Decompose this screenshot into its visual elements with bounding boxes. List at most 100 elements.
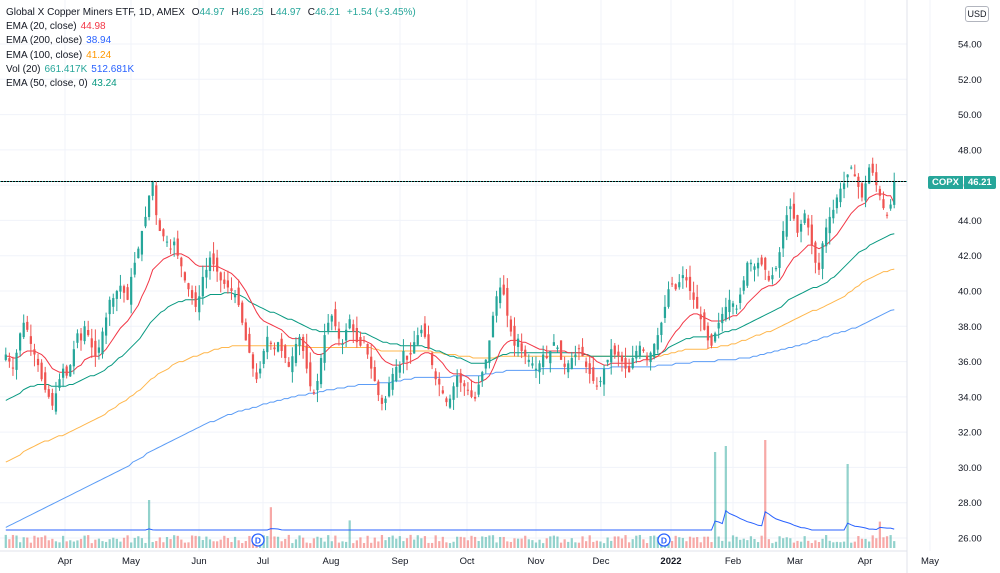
- candle-body: [97, 347, 101, 353]
- candle-body: [162, 229, 165, 237]
- candle-body: [595, 385, 598, 387]
- volume-bar: [799, 541, 803, 548]
- volume-bar: [846, 464, 849, 548]
- volume-bar: [602, 543, 606, 548]
- candle-body: [889, 204, 892, 209]
- volume-bar: [534, 542, 538, 548]
- vol-value: 661.417K: [44, 63, 88, 75]
- volume-bar: [817, 541, 821, 548]
- volume-bar: [785, 537, 788, 548]
- volume-bar: [631, 539, 634, 548]
- candle-body: [312, 392, 315, 394]
- volume-bar: [688, 536, 692, 548]
- volume-bar: [327, 535, 330, 548]
- volume-bar: [198, 536, 201, 548]
- volume-bar: [183, 542, 187, 548]
- candle-body: [749, 262, 753, 265]
- candle-body: [198, 296, 201, 313]
- volume-bar: [341, 541, 344, 548]
- volume-bar: [280, 541, 283, 548]
- candle-body: [101, 331, 104, 355]
- volume-bar: [61, 535, 65, 548]
- candle-body: [570, 358, 573, 370]
- legend-ema20[interactable]: EMA (20, close) 44.98: [6, 20, 416, 34]
- candle-body: [774, 268, 778, 270]
- candle-body: [47, 389, 50, 397]
- candle-body: [126, 287, 129, 300]
- volume-bar: [54, 541, 58, 548]
- volume-bar: [230, 542, 233, 548]
- legend-ema200[interactable]: EMA (200, close) 38.94: [6, 34, 416, 48]
- candle-body: [742, 280, 745, 291]
- volume-bar: [559, 542, 563, 548]
- candle-body: [441, 390, 444, 394]
- candle-body: [713, 333, 717, 342]
- price-tick-label: 44.00: [958, 216, 982, 227]
- volume-bar: [26, 537, 29, 548]
- candle-body: [724, 306, 727, 320]
- volume-bar: [488, 535, 491, 548]
- volume-bar: [724, 446, 727, 548]
- candle-body: [778, 252, 781, 268]
- candle-body: [585, 361, 588, 367]
- candle-body: [416, 335, 419, 345]
- candle-body: [574, 354, 577, 358]
- dividend-marker: [251, 533, 265, 547]
- volume-bar: [807, 540, 810, 548]
- candle-body: [180, 257, 183, 267]
- volume-bar: [22, 537, 25, 548]
- candle-body: [255, 372, 258, 380]
- volume-bar: [144, 542, 147, 548]
- volume-bar: [717, 536, 720, 548]
- candle-body: [212, 253, 215, 265]
- volume-bar: [427, 542, 430, 548]
- legend-vol[interactable]: Vol (20) 661.417K 512.681K: [6, 63, 416, 77]
- candle-body: [359, 337, 362, 346]
- volume-bar: [345, 541, 348, 548]
- volume-bar: [194, 535, 197, 548]
- vol-ma-value: 512.681K: [91, 63, 135, 75]
- time-tick-label: Mar: [787, 556, 803, 567]
- candle-body: [610, 349, 613, 363]
- volume-bar: [187, 542, 190, 548]
- candle-body: [577, 348, 581, 350]
- candle-body: [868, 167, 871, 184]
- volume-bar: [348, 520, 351, 548]
- volume-bar: [552, 535, 555, 548]
- legend-ema50[interactable]: EMA (50, close, 0) 43.24: [6, 77, 416, 91]
- candle-body: [72, 349, 75, 367]
- price-tick-label: 28.00: [958, 498, 982, 509]
- last-price-tag: COPX 46.21: [928, 176, 996, 189]
- price-axis[interactable]: 54.0052.0050.0048.0046.0044.0042.0040.00…: [958, 40, 982, 545]
- volume-bar: [466, 540, 470, 548]
- volume-bar: [248, 535, 251, 548]
- currency-button[interactable]: USD: [965, 6, 989, 22]
- candle-body: [165, 241, 169, 243]
- candle-body: [22, 322, 25, 338]
- ohlc-change: +1.54 (+3.45%): [346, 7, 416, 18]
- candle-body: [79, 333, 83, 341]
- volume-bar: [703, 536, 706, 548]
- legend-ema100[interactable]: EMA (100, close) 41.24: [6, 49, 416, 63]
- volume-bar: [868, 541, 871, 548]
- candle-body: [190, 290, 194, 299]
- volume-bar: [205, 536, 208, 548]
- volume-bar: [499, 536, 502, 548]
- volume-bar: [226, 538, 230, 548]
- time-tick-label: 2022: [660, 556, 681, 567]
- volume-bar: [423, 536, 427, 548]
- candle-body: [223, 279, 226, 284]
- candle-body: [473, 396, 477, 399]
- volume-bar: [542, 543, 545, 548]
- candle-body: [11, 367, 15, 369]
- volume-bar: [613, 536, 616, 548]
- volume-bar: [771, 543, 774, 548]
- time-axis[interactable]: Apr May Jun Jul Aug Sep Oct Nov Dec 2022 Feb Mar Apr…: [58, 556, 940, 567]
- volume-bar: [574, 542, 577, 548]
- volume-bar: [742, 538, 745, 548]
- volume-bar: [674, 535, 677, 548]
- ema200-label: EMA (200, close): [6, 35, 83, 47]
- candle-body: [130, 276, 133, 305]
